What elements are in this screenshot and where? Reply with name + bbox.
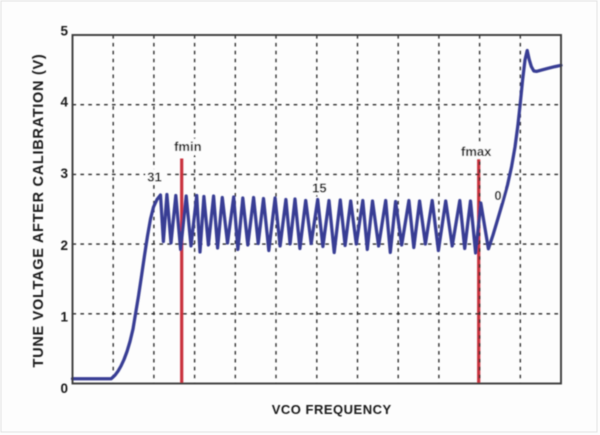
svg-text:2: 2 — [60, 238, 68, 253]
svg-text:1: 1 — [60, 309, 68, 324]
svg-text:0: 0 — [60, 381, 68, 396]
svg-text:31: 31 — [147, 169, 161, 184]
svg-text:15: 15 — [312, 181, 326, 196]
svg-text:4: 4 — [60, 95, 68, 110]
svg-text:0: 0 — [494, 188, 501, 203]
svg-text:5: 5 — [60, 24, 68, 39]
svg-text:VCO FREQUENCY: VCO FREQUENCY — [272, 402, 392, 417]
svg-text:3: 3 — [60, 166, 68, 181]
svg-text:fmax: fmax — [461, 144, 492, 159]
svg-text:fmin: fmin — [174, 139, 202, 154]
svg-text:TUNE VOLTAGE AFTER CALIBRATION: TUNE VOLTAGE AFTER CALIBRATION (V) — [31, 54, 47, 368]
